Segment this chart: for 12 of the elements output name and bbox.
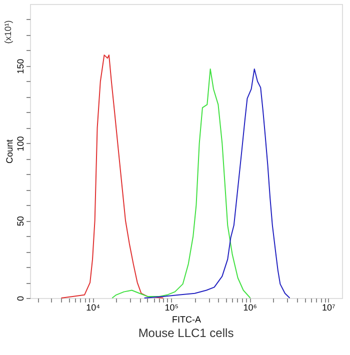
- y-tick-label: 0: [16, 296, 26, 302]
- y-tick-label: 150: [16, 58, 26, 74]
- x-tick-label: 10⁴: [86, 302, 100, 312]
- x-axis-title: FITC-A: [172, 314, 201, 324]
- x-tick-label: 10⁷: [322, 302, 336, 312]
- x-tick-label: 10⁶: [243, 302, 258, 312]
- y-tick-label: 100: [16, 136, 26, 152]
- text: (x10¹): [3, 20, 13, 44]
- x-tick-label: 10⁵: [164, 302, 179, 312]
- text: Mouse LLC1 cells: [138, 326, 234, 340]
- y-axis-title: Count: [4, 139, 14, 164]
- y-tick-label: 50: [16, 216, 26, 226]
